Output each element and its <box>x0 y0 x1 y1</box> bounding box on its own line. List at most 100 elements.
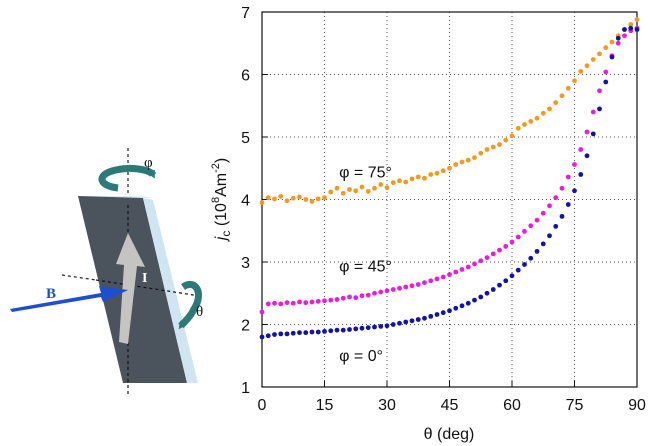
data-point <box>347 327 352 332</box>
data-point <box>522 262 527 267</box>
y-tick-label: 6 <box>241 68 250 85</box>
data-point <box>303 330 309 336</box>
data-point <box>559 93 565 99</box>
data-point <box>390 287 396 292</box>
data-point <box>459 159 465 165</box>
data-point <box>540 210 546 216</box>
data-point <box>297 194 302 200</box>
data-point <box>290 195 296 201</box>
data-point <box>297 299 302 305</box>
data-point <box>397 320 402 326</box>
data-point <box>590 131 596 137</box>
data-point <box>340 327 346 333</box>
y-tick-label: 5 <box>241 130 250 147</box>
data-point <box>384 288 390 294</box>
data-point <box>565 85 571 91</box>
theta-label: θ <box>196 304 203 320</box>
data-point <box>440 274 446 280</box>
y-axis-title: jc (108Am-2) <box>210 158 233 242</box>
data-point <box>284 331 290 337</box>
data-point <box>528 223 534 229</box>
data-point <box>359 293 365 299</box>
y-tick-label: 1 <box>241 380 250 397</box>
data-point <box>303 197 309 202</box>
data-point <box>428 278 434 284</box>
data-point <box>278 193 284 199</box>
data-point <box>484 255 490 261</box>
theta-rotation-arrow <box>178 281 202 330</box>
x-tick-label: 30 <box>378 397 396 414</box>
x-tick-label: 75 <box>566 397 584 414</box>
x-axis-title: θ (deg) <box>424 426 475 443</box>
data-point <box>334 297 340 302</box>
data-point <box>265 195 271 201</box>
y-axis-title-exp2: -2 <box>210 163 222 173</box>
data-point <box>322 195 327 201</box>
data-points <box>259 17 640 340</box>
y-axis-title-unit: Am <box>213 173 230 197</box>
data-point <box>334 327 340 333</box>
data-point <box>415 317 421 322</box>
data-point <box>284 300 290 306</box>
data-point <box>547 203 552 209</box>
data-point <box>290 330 296 336</box>
data-point <box>259 334 265 340</box>
data-point <box>453 162 459 167</box>
data-point <box>315 196 321 202</box>
data-point <box>403 179 409 185</box>
data-point <box>259 309 265 315</box>
tilt-axis-back <box>61 274 97 281</box>
data-point <box>290 300 296 306</box>
data-point <box>365 325 371 331</box>
data-point <box>334 185 340 191</box>
data-point <box>553 223 559 229</box>
data-point <box>428 313 434 319</box>
data-point <box>447 165 452 171</box>
data-point <box>515 234 521 240</box>
y-axis-title-close: ) <box>213 158 230 163</box>
data-point <box>534 248 540 254</box>
data-point <box>622 33 627 39</box>
data-point <box>540 241 546 247</box>
data-point <box>428 172 434 177</box>
series-2 <box>259 25 640 340</box>
data-point <box>578 68 584 74</box>
data-point <box>528 255 534 261</box>
data-point <box>384 185 390 191</box>
data-point <box>403 284 409 290</box>
data-point <box>453 305 459 311</box>
data-point <box>465 264 471 270</box>
series-labels: φ = 75° φ = 45° φ = 0° <box>339 165 392 365</box>
data-point <box>584 129 590 135</box>
y-tick-label: 3 <box>241 255 250 272</box>
data-point <box>490 144 496 150</box>
x-tick-label: 60 <box>503 397 521 414</box>
x-tick-label: 45 <box>441 397 459 414</box>
data-point <box>559 213 565 219</box>
data-point <box>578 147 584 152</box>
data-point <box>359 325 365 331</box>
data-point <box>478 150 484 156</box>
data-point <box>597 51 602 57</box>
field-arrow <box>10 286 128 312</box>
data-point <box>503 278 509 284</box>
data-point <box>434 170 440 176</box>
data-point <box>528 118 534 124</box>
data-point <box>390 322 396 327</box>
data-point <box>447 272 452 277</box>
data-point <box>315 298 321 304</box>
data-point <box>503 137 509 143</box>
data-point <box>390 180 396 186</box>
data-point <box>622 27 627 32</box>
data-point <box>434 276 440 282</box>
x-tick-label: 15 <box>316 397 334 414</box>
data-point <box>472 155 477 161</box>
data-point <box>303 300 309 306</box>
data-point <box>409 318 415 324</box>
data-point <box>522 122 527 127</box>
series-label: φ = 45° <box>339 258 392 275</box>
data-point <box>309 329 315 335</box>
data-point <box>278 301 284 307</box>
data-point <box>322 298 327 304</box>
